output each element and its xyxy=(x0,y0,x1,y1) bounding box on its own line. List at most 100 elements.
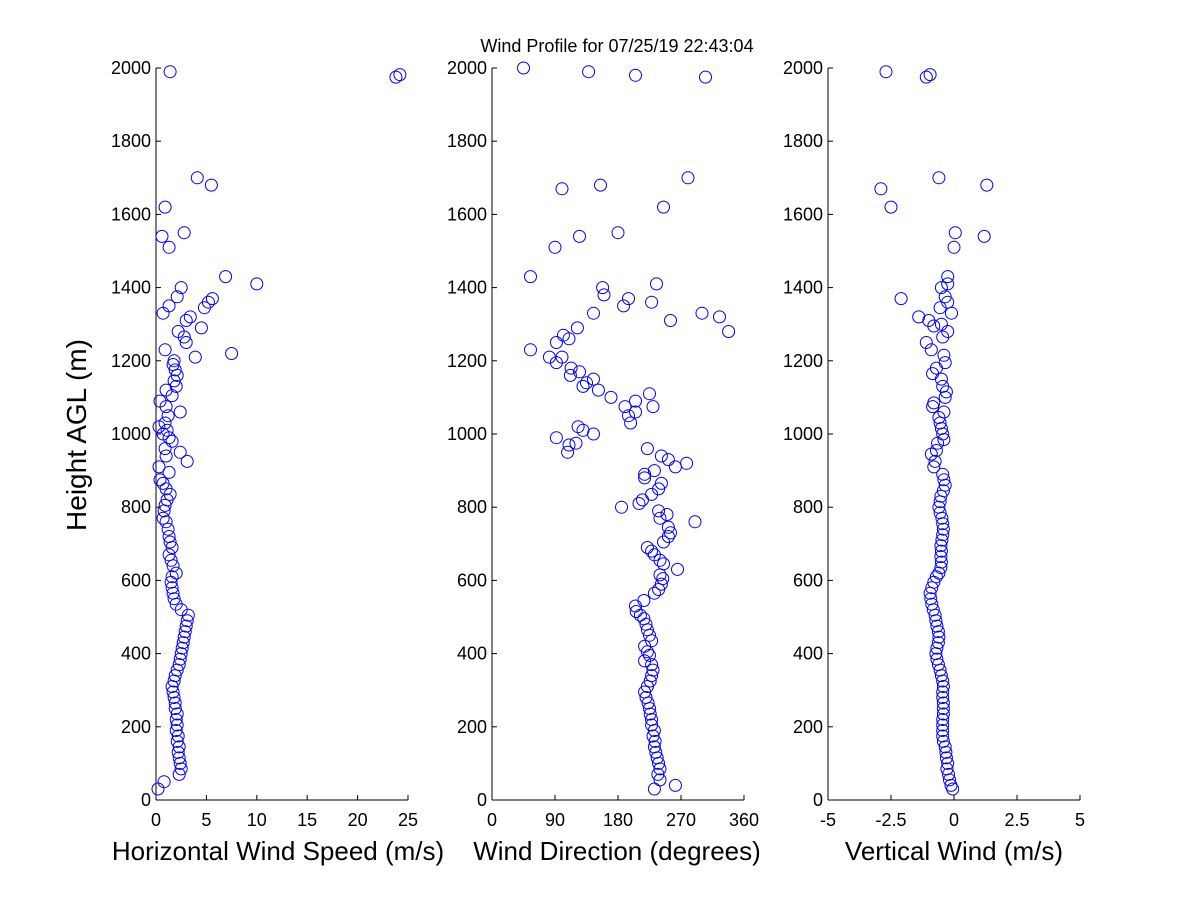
data-point xyxy=(930,641,944,655)
y-tick-label: 0 xyxy=(477,790,487,810)
data-point xyxy=(668,778,682,792)
data-point xyxy=(654,449,668,463)
x-tick-label: 2.5 xyxy=(1004,810,1029,830)
y-tick-label: 2000 xyxy=(783,58,823,78)
data-point xyxy=(171,745,185,759)
data-point xyxy=(947,240,961,254)
y-tick-label: 1800 xyxy=(111,131,151,151)
data-point xyxy=(161,409,175,423)
x-tick-label: 25 xyxy=(398,810,418,830)
data-point xyxy=(646,663,660,677)
data-point xyxy=(661,530,675,543)
data-point xyxy=(636,493,649,507)
data-point xyxy=(517,61,530,75)
data-point xyxy=(180,454,194,468)
data-point xyxy=(645,658,659,672)
data-point xyxy=(940,762,954,776)
data-point xyxy=(156,476,170,490)
data-point xyxy=(170,290,184,304)
x-tick-label: -2.5 xyxy=(875,810,906,830)
data-point xyxy=(657,557,670,571)
data-point xyxy=(629,68,642,82)
data-point xyxy=(555,350,569,364)
data-point xyxy=(162,240,176,254)
data-point xyxy=(168,696,182,710)
data-point xyxy=(934,489,948,503)
x-tick-label: 15 xyxy=(297,810,317,830)
x-tick-label: 0 xyxy=(151,810,161,830)
y-tick-label: 600 xyxy=(457,570,487,590)
data-point xyxy=(524,343,537,357)
figure-title: Wind Profile for 07/25/19 22:43:04 xyxy=(480,36,753,56)
subplot-2: 0 200 400 600 800 1000 1200 1400 1600 1800 2000 0 90… xyxy=(447,58,761,866)
data-point xyxy=(936,522,950,536)
x-tick-label: 5 xyxy=(1075,810,1085,830)
data-point xyxy=(167,354,181,368)
data-point xyxy=(179,619,193,633)
data-point xyxy=(153,473,167,487)
data-point xyxy=(650,277,663,291)
data-point xyxy=(172,751,186,765)
x-tick-label: -5 xyxy=(820,810,836,830)
data-point xyxy=(166,586,180,600)
data-point xyxy=(219,270,233,284)
data-point xyxy=(894,292,908,306)
data-point xyxy=(173,445,187,459)
data-point xyxy=(177,630,191,644)
data-point xyxy=(629,605,643,618)
data-point xyxy=(389,70,403,84)
data-point xyxy=(654,476,668,490)
data-point xyxy=(874,182,888,196)
data-point xyxy=(163,535,177,549)
data-point xyxy=(622,292,635,306)
data-point xyxy=(175,641,189,655)
data-point xyxy=(165,434,179,448)
y-tick-label: 1200 xyxy=(447,351,487,371)
data-point xyxy=(653,773,667,787)
data-point xyxy=(938,740,952,754)
y-tick-label: 1000 xyxy=(111,424,151,444)
data-point xyxy=(155,229,169,243)
data-point xyxy=(183,310,197,324)
data-point xyxy=(167,592,181,606)
data-point xyxy=(166,685,180,699)
data-point xyxy=(174,762,188,776)
data-point xyxy=(664,526,677,540)
data-point xyxy=(934,544,948,558)
data-point xyxy=(542,350,556,364)
data-point xyxy=(170,734,184,748)
data-point xyxy=(936,696,950,710)
data-point xyxy=(576,379,590,393)
y-tick-label: 1200 xyxy=(111,351,151,371)
y-tick-label: 1400 xyxy=(111,278,151,298)
data-point xyxy=(171,325,185,338)
data-point xyxy=(942,767,955,781)
data-point xyxy=(594,178,607,192)
data-point xyxy=(941,270,955,284)
data-point xyxy=(926,400,940,414)
data-point xyxy=(643,387,656,401)
data-point xyxy=(938,290,952,304)
x-tick-label: 90 xyxy=(545,810,565,830)
data-point xyxy=(174,281,188,295)
data-point xyxy=(924,343,938,357)
data-point xyxy=(638,471,652,485)
data-point xyxy=(936,685,950,699)
data-point xyxy=(179,336,193,349)
data-point xyxy=(169,724,183,737)
x-tick-label: 360 xyxy=(729,810,759,830)
data-point xyxy=(168,702,182,715)
data-point xyxy=(937,405,951,419)
data-point xyxy=(629,394,642,408)
y-tick-label: 1200 xyxy=(783,351,823,371)
data-point xyxy=(161,522,175,536)
subplot-3: 0 200 400 600 800 1000 1200 1400 1600 1800 2000 -5 -… xyxy=(783,58,1085,866)
subplot-1: 0 200 400 600 800 1000 1200 1400 1600 1800 2000 0 5 1… xyxy=(111,58,444,866)
data-point xyxy=(934,550,948,564)
data-point xyxy=(925,597,939,611)
y-tick-label: 600 xyxy=(121,570,151,590)
data-point xyxy=(562,438,576,452)
data-point xyxy=(934,372,948,386)
data-point xyxy=(162,530,176,543)
x-tick-label: 0 xyxy=(487,810,497,830)
